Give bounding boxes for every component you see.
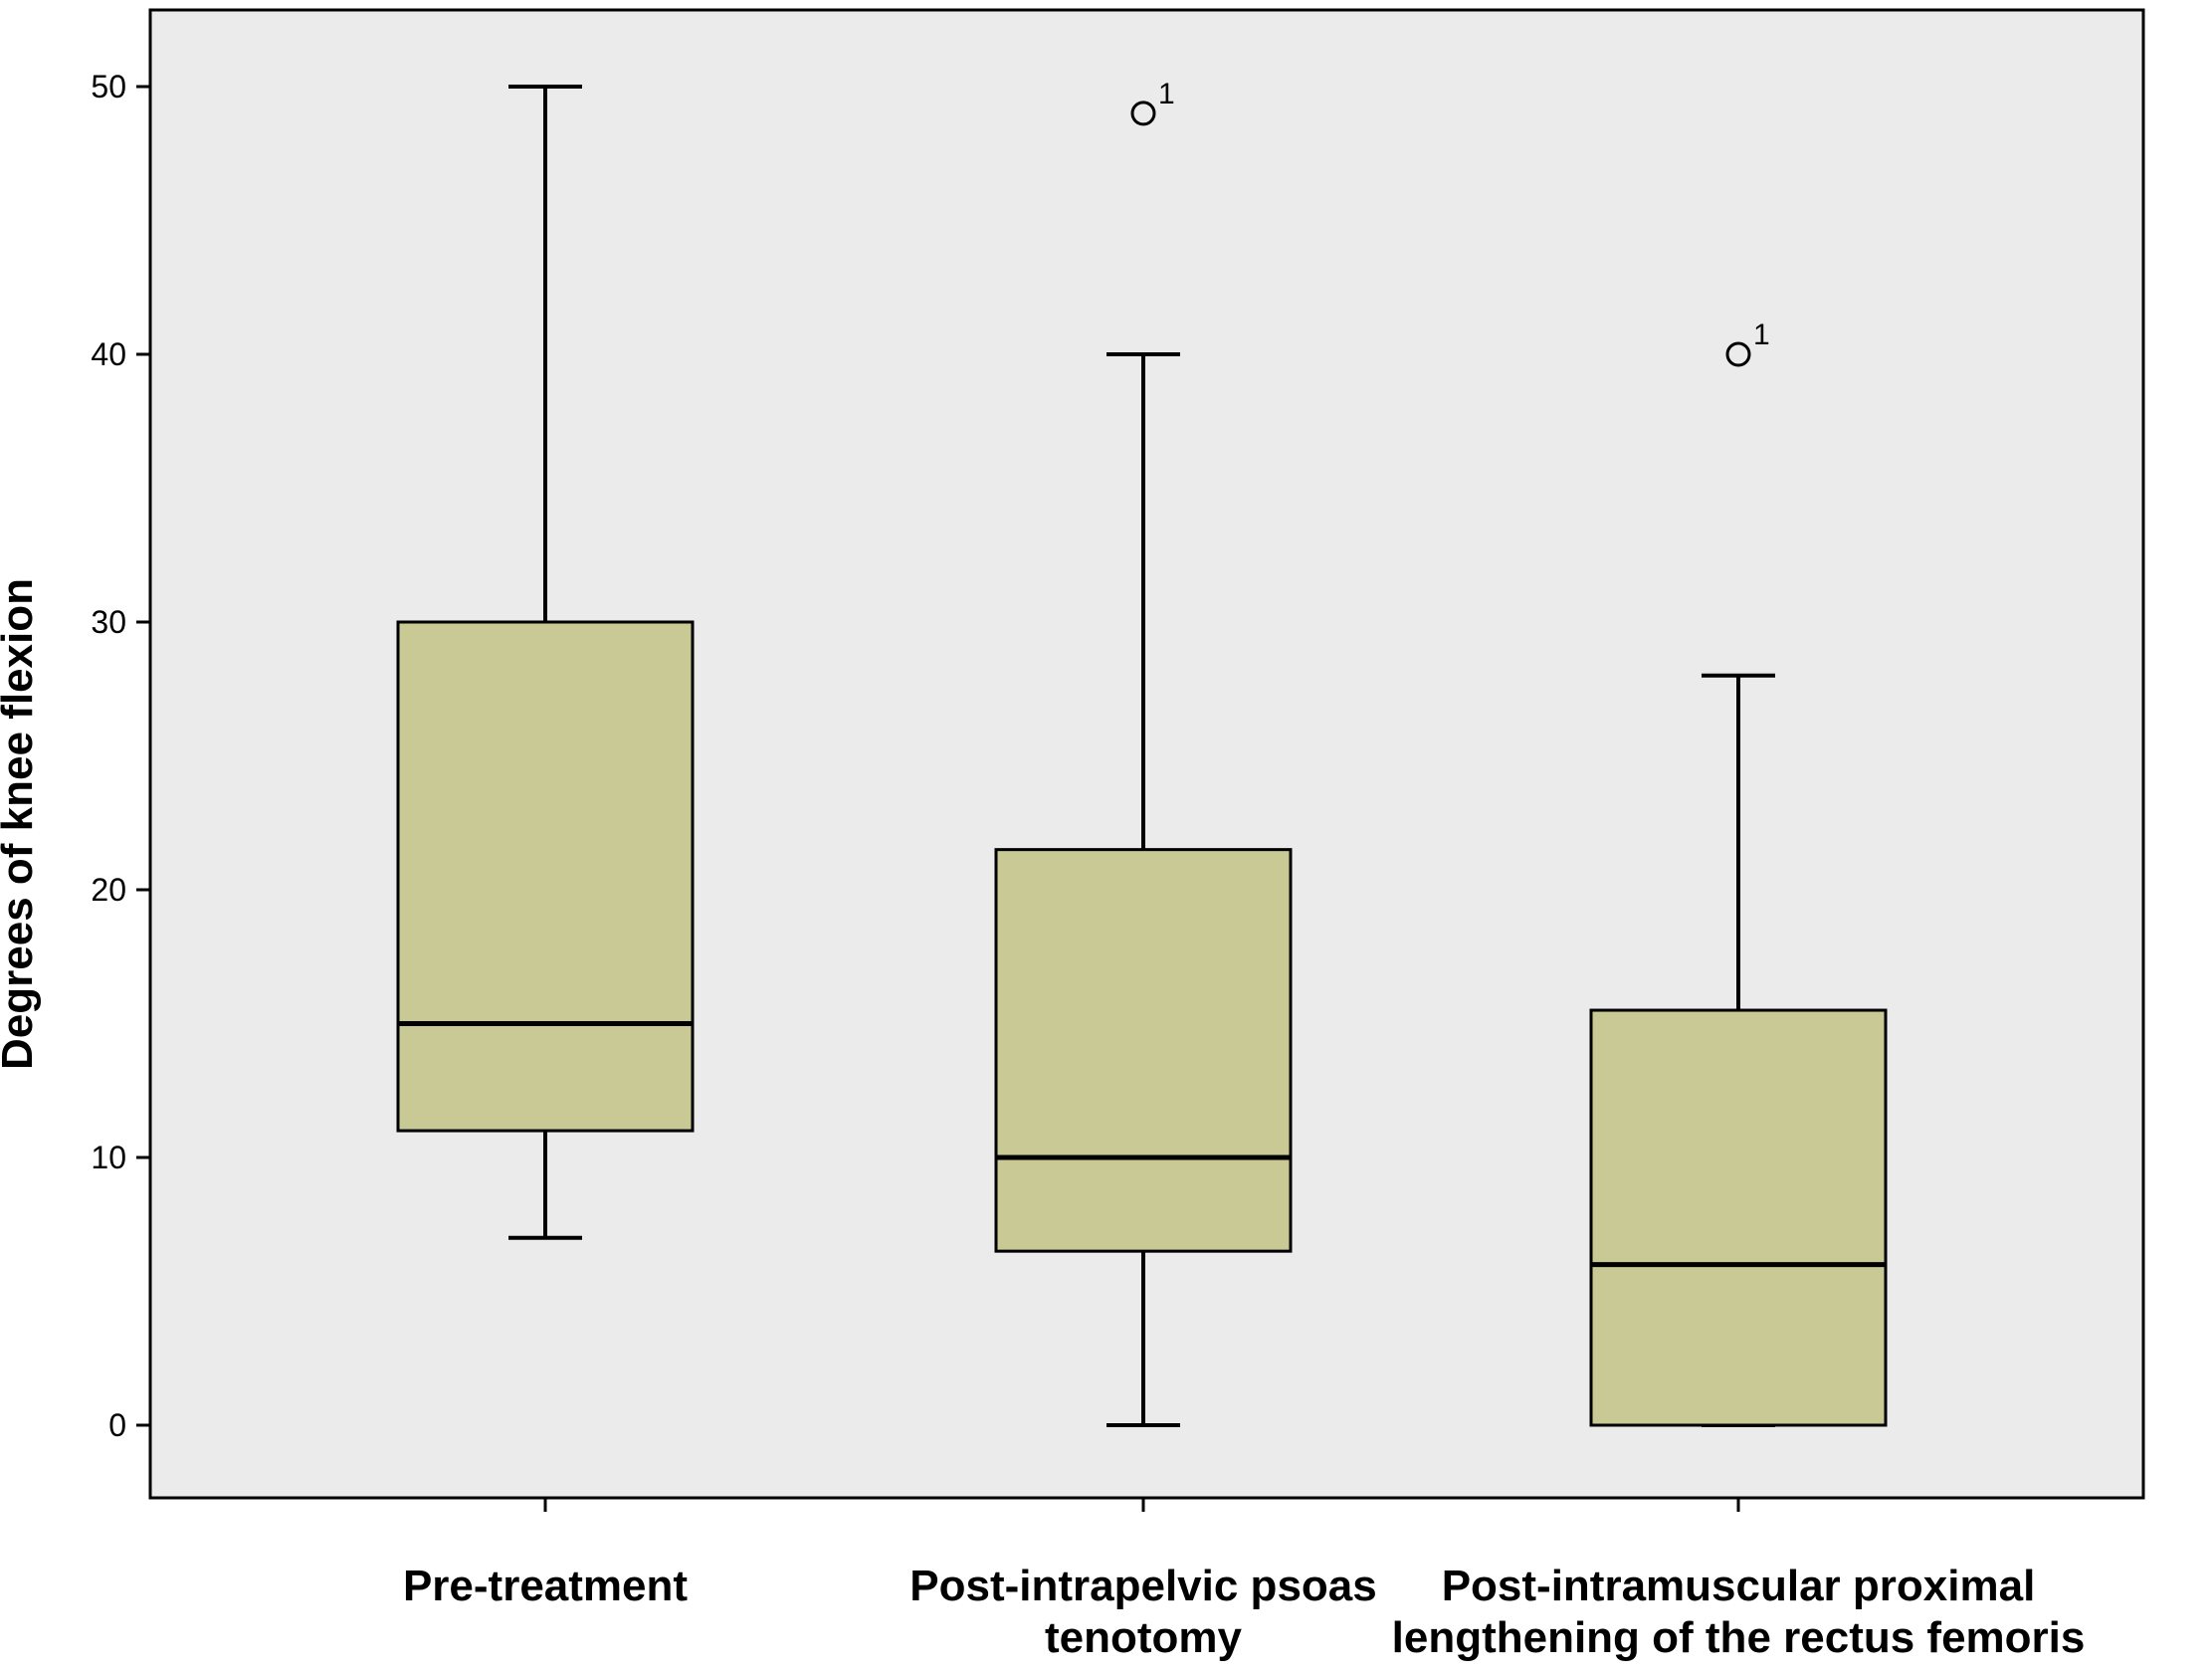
x-category-label-line: Pre-treatment <box>403 1562 688 1610</box>
box-series: 11 <box>396 78 1888 1427</box>
y-tick-label: 40 <box>91 336 126 372</box>
box-group <box>396 85 695 1240</box>
x-category-label-line: lengthening of the rectus femoris <box>1392 1613 2086 1662</box>
x-category-label-line: Post-intramuscular proximal <box>1442 1562 2036 1610</box>
y-tick-label: 10 <box>91 1140 126 1175</box>
x-category-label-line: tenotomy <box>1045 1613 1243 1662</box>
y-tick-label: 50 <box>91 69 126 105</box>
outlier-point <box>1725 341 1751 367</box>
x-category-label: Post-intramuscular proximal lengthening o… <box>1392 1562 2086 1662</box>
x-category-label-line: Post-intrapelvic psoas <box>909 1562 1376 1610</box>
outlier-label: 1 <box>1158 78 1175 110</box>
y-tick-label: 20 <box>91 872 126 908</box>
y-tick-label: 30 <box>91 604 126 640</box>
y-tick-label: 0 <box>108 1407 126 1443</box>
x-category-label: Post-intrapelvic psoas tenotomy <box>909 1562 1376 1662</box>
iqr-box <box>396 620 695 1133</box>
iqr-box <box>1589 1008 1888 1427</box>
outlier-point <box>1130 101 1156 126</box>
outlier-label: 1 <box>1753 318 1770 351</box>
x-category-label: Pre-treatment <box>403 1562 688 1610</box>
y-axis-title: Degrees of knee flexion <box>0 578 42 1070</box>
y-axis: 0 10 20 30 40 50 <box>91 69 150 1443</box>
box-group: 1 <box>1589 318 1888 1427</box>
box-group: 1 <box>994 78 1293 1427</box>
iqr-box <box>994 848 1293 1253</box>
x-axis: Pre-treatment Post-intrapelvic psoas tenot… <box>403 1498 2085 1662</box>
